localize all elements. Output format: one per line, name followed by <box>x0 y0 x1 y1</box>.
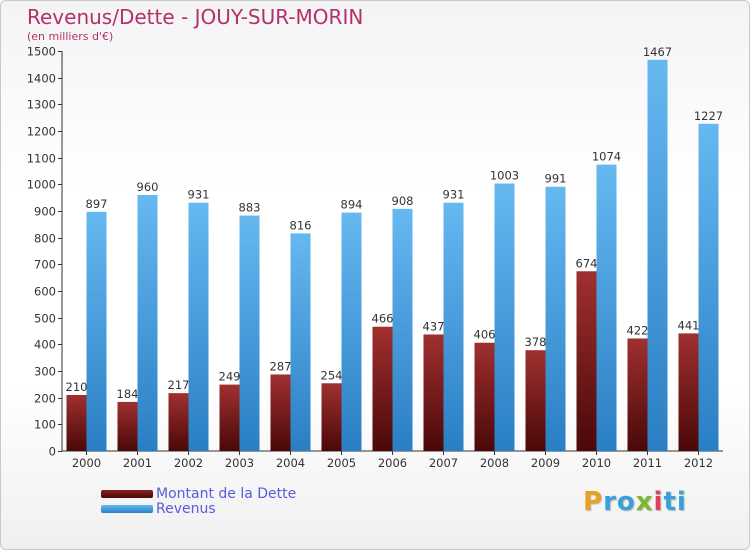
y-tick-label: 900 <box>34 205 56 219</box>
data-label-debt: 466 <box>372 312 394 326</box>
y-tick-label: 600 <box>34 285 56 299</box>
x-tick-label: 2007 <box>429 456 458 470</box>
legend-label-debt: Montant de la Dette <box>156 486 297 502</box>
data-label-debt: 422 <box>627 323 649 337</box>
data-label-revenue: 931 <box>188 188 210 202</box>
legend-swatch-debt <box>101 490 153 498</box>
bar-revenue <box>290 233 311 451</box>
bar-revenue <box>647 59 668 452</box>
bar-debt <box>117 401 138 451</box>
bar-debt <box>372 326 393 451</box>
data-label-debt: 217 <box>168 378 190 392</box>
bar-debt <box>321 383 342 451</box>
y-tick-label: 0 <box>49 445 56 459</box>
y-tick-label: 1000 <box>27 178 56 192</box>
data-label-debt: 441 <box>678 318 700 332</box>
x-tick-label: 2010 <box>582 456 611 470</box>
data-label-revenue: 991 <box>545 172 567 186</box>
x-tick-label: 2004 <box>276 456 305 470</box>
y-tick-label: 1500 <box>27 45 56 59</box>
y-tick-label: 1200 <box>27 125 56 139</box>
y-tick-label: 500 <box>34 312 56 326</box>
data-label-revenue: 908 <box>392 194 414 208</box>
legend-swatch-revenue <box>101 505 153 513</box>
y-tick-label: 1300 <box>27 98 56 112</box>
x-tick-label: 2003 <box>225 456 254 470</box>
y-tick-label: 200 <box>34 392 56 406</box>
x-tick-label: 2011 <box>633 456 662 470</box>
y-tick-label: 300 <box>34 365 56 379</box>
data-label-revenue: 1467 <box>643 45 672 59</box>
x-tick-label: 2005 <box>327 456 356 470</box>
axes: 0 100 200 300 400 500 600 700 800 900 1000 1100 1200… <box>27 45 723 470</box>
x-tick-label: 2006 <box>378 456 407 470</box>
bar-debt <box>219 384 240 451</box>
y-tick-label: 800 <box>34 232 56 246</box>
data-label-debt: 378 <box>525 335 547 349</box>
bar-revenue <box>239 215 260 451</box>
bar-debt <box>168 393 189 451</box>
data-label-revenue: 1003 <box>490 169 519 183</box>
data-label-revenue: 960 <box>137 180 159 194</box>
bar-debt <box>270 374 291 451</box>
bar-revenue <box>137 195 158 451</box>
data-label-debt: 254 <box>321 368 343 382</box>
data-label-revenue: 894 <box>341 198 363 212</box>
y-tick-label: 100 <box>34 418 56 432</box>
data-label-revenue: 897 <box>86 197 108 211</box>
y-tick-label: 1100 <box>27 152 56 166</box>
y-tick-label: 400 <box>34 338 56 352</box>
bar-debt <box>525 350 546 451</box>
bars <box>66 59 719 452</box>
bar-revenue <box>545 186 566 451</box>
bar-debt <box>627 338 648 451</box>
x-tick-label: 2008 <box>480 456 509 470</box>
data-label-revenue: 1227 <box>694 109 723 123</box>
bar-debt <box>423 334 444 451</box>
bar-debt <box>474 342 495 451</box>
bar-revenue <box>596 164 617 451</box>
data-label-revenue: 1074 <box>592 150 621 164</box>
bar-revenue <box>341 212 362 451</box>
data-label-debt: 437 <box>423 319 445 333</box>
data-label-debt: 249 <box>219 370 241 384</box>
data-label-debt: 287 <box>270 359 292 373</box>
data-label-debt: 406 <box>474 328 496 342</box>
data-labels: 210 184 217 249 287 254 466 437 406 378 674 422 441 8… <box>66 45 724 401</box>
data-label-revenue: 816 <box>290 218 312 232</box>
x-tick-label: 2012 <box>684 456 713 470</box>
y-tick-label: 1400 <box>27 72 56 86</box>
x-tick-label: 2000 <box>72 456 101 470</box>
y-tick-label: 700 <box>34 258 56 272</box>
data-label-debt: 674 <box>576 256 598 270</box>
x-tick-label: 2009 <box>531 456 560 470</box>
bar-revenue <box>443 202 464 451</box>
brand-logo: Proxiti <box>583 487 687 517</box>
bar-revenue <box>698 123 719 452</box>
bar-revenue <box>86 211 107 451</box>
bar-revenue <box>392 208 413 451</box>
x-tick-label: 2002 <box>174 456 203 470</box>
bar-revenue <box>494 183 515 452</box>
data-label-debt: 184 <box>117 387 139 401</box>
data-label-debt: 210 <box>66 380 88 394</box>
chart-subtitle: (en milliers d'€) <box>27 30 114 43</box>
chart-title: Revenus/Dette - JOUY-SUR-MORIN <box>27 5 364 29</box>
data-label-revenue: 931 <box>443 188 465 202</box>
bar-debt <box>66 395 87 451</box>
bar-debt <box>678 333 699 451</box>
bar-revenue <box>188 202 209 451</box>
x-tick-label: 2001 <box>123 456 152 470</box>
bar-debt <box>576 271 597 451</box>
data-label-revenue: 883 <box>239 201 261 215</box>
legend-label-revenue: Revenus <box>156 501 216 517</box>
